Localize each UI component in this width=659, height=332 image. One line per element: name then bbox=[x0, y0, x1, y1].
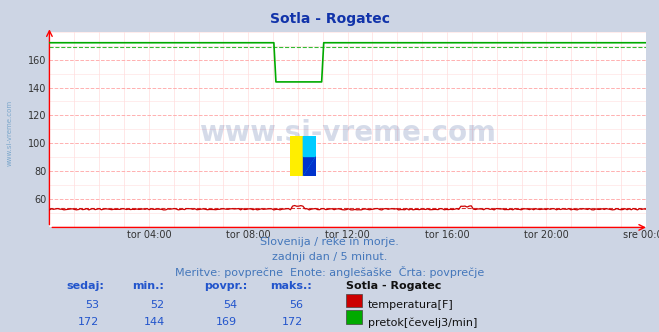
Text: 172: 172 bbox=[282, 317, 303, 327]
Text: 53: 53 bbox=[85, 300, 99, 310]
Text: 172: 172 bbox=[78, 317, 99, 327]
Bar bbox=[290, 136, 303, 176]
Bar bbox=[303, 156, 316, 176]
Text: 56: 56 bbox=[289, 300, 303, 310]
Text: 52: 52 bbox=[151, 300, 165, 310]
Text: maks.:: maks.: bbox=[270, 281, 312, 290]
Text: Meritve: povprečne  Enote: anglešaške  Črta: povprečje: Meritve: povprečne Enote: anglešaške Črt… bbox=[175, 266, 484, 278]
Text: 169: 169 bbox=[216, 317, 237, 327]
Text: 144: 144 bbox=[144, 317, 165, 327]
Text: 54: 54 bbox=[223, 300, 237, 310]
Polygon shape bbox=[303, 136, 316, 176]
Text: www.si-vreme.com: www.si-vreme.com bbox=[199, 120, 496, 147]
Text: pretok[čevelj3/min]: pretok[čevelj3/min] bbox=[368, 317, 477, 328]
Bar bbox=[303, 136, 316, 156]
Text: temperatura[F]: temperatura[F] bbox=[368, 300, 453, 310]
Text: www.si-vreme.com: www.si-vreme.com bbox=[7, 100, 13, 166]
Polygon shape bbox=[303, 156, 316, 176]
Text: Slovenija / reke in morje.: Slovenija / reke in morje. bbox=[260, 237, 399, 247]
Text: sedaj:: sedaj: bbox=[66, 281, 103, 290]
Text: zadnji dan / 5 minut.: zadnji dan / 5 minut. bbox=[272, 252, 387, 262]
Text: min.:: min.: bbox=[132, 281, 163, 290]
Text: Sotla - Rogatec: Sotla - Rogatec bbox=[346, 281, 442, 290]
Text: povpr.:: povpr.: bbox=[204, 281, 248, 290]
Text: Sotla - Rogatec: Sotla - Rogatec bbox=[270, 12, 389, 26]
